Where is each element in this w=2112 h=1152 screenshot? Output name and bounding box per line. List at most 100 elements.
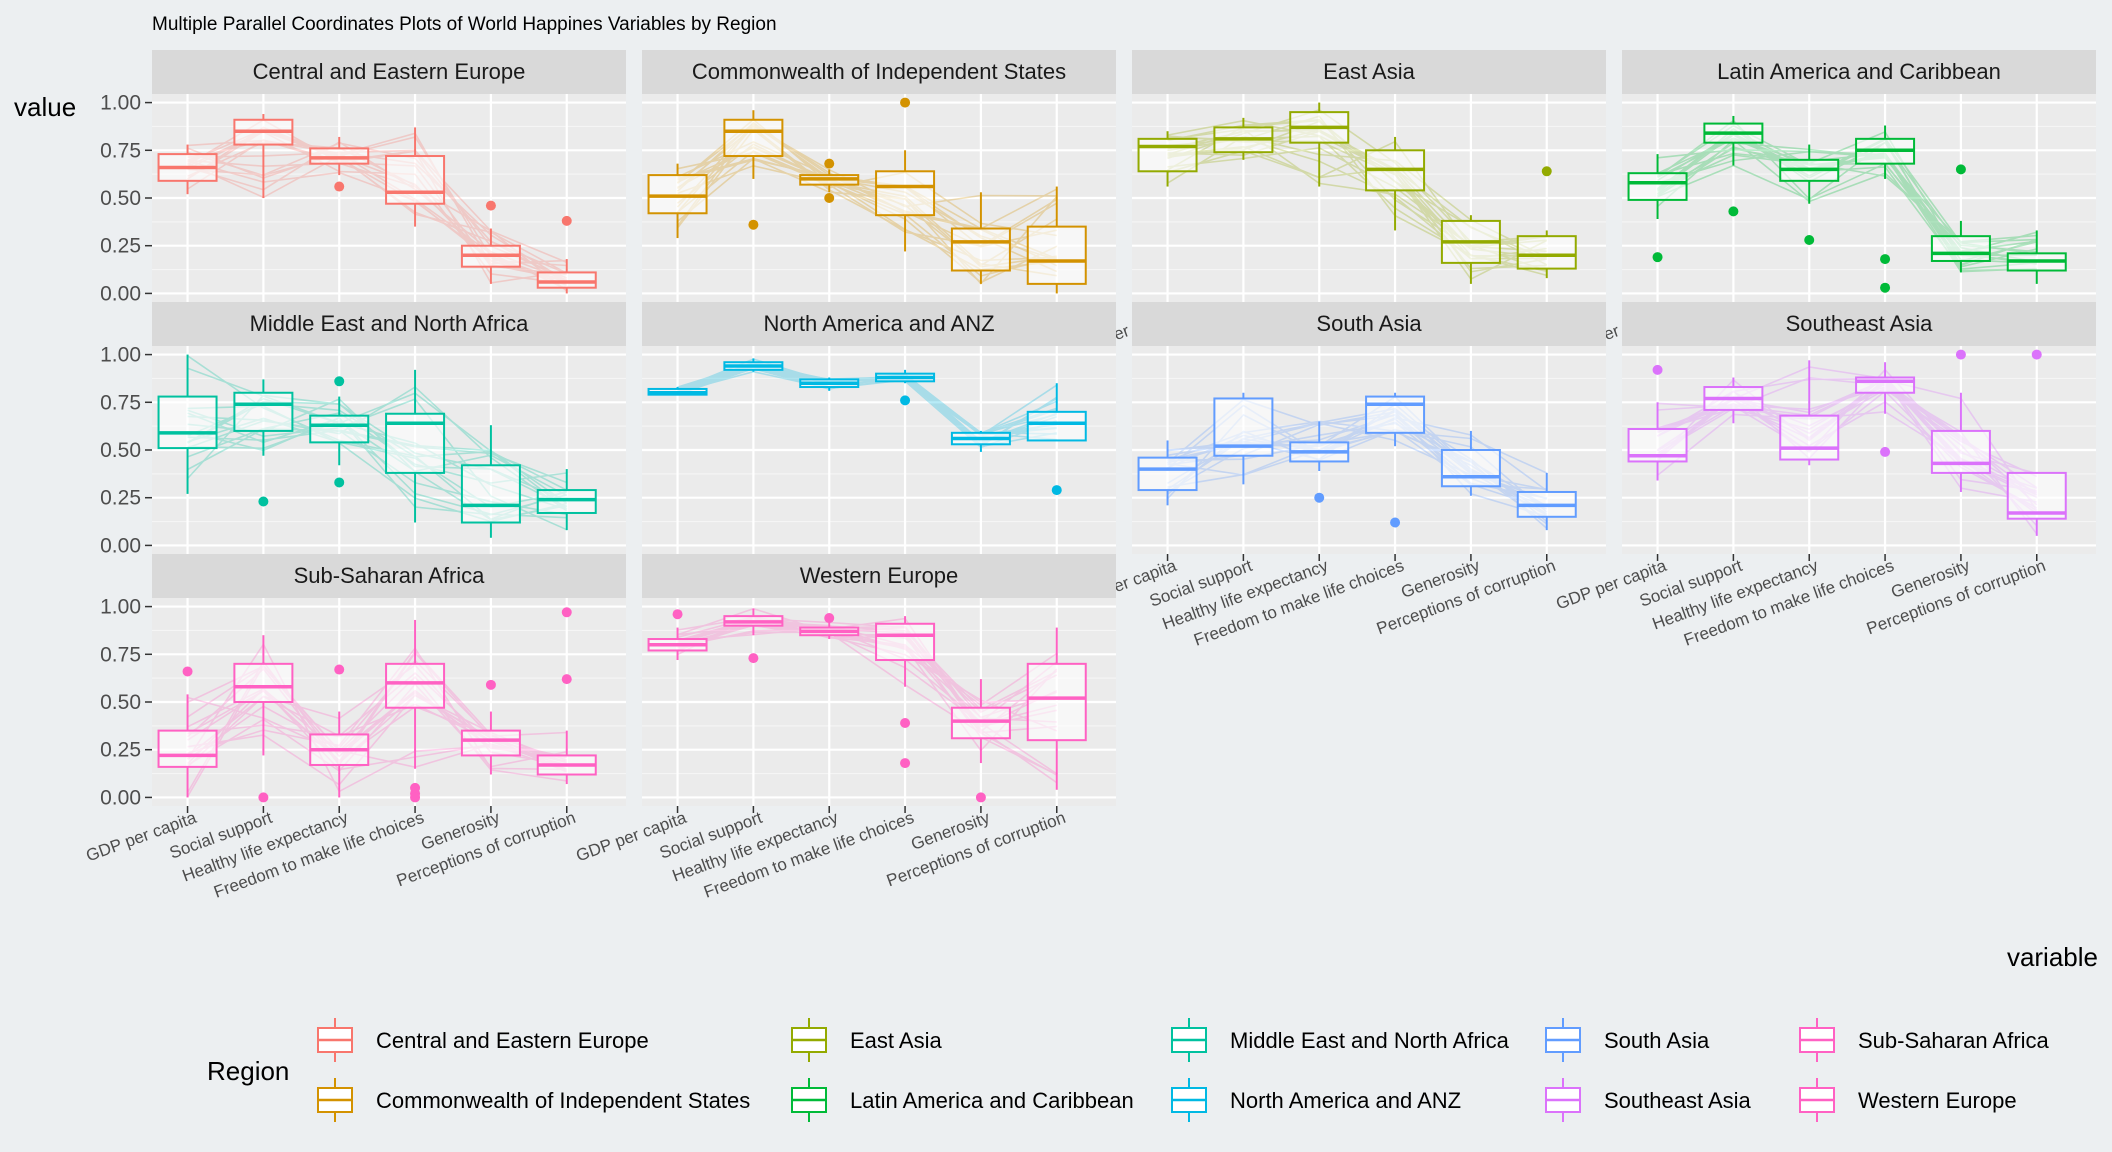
facet-strip (642, 302, 1116, 346)
legend-item-western-europe: Western Europe (1799, 1078, 2017, 1122)
x-axis-title: variable (2007, 942, 2098, 972)
box-healthy-life-expectancy (1289, 421, 1350, 503)
box-iqr (875, 622, 936, 662)
box-gdp-per-capita (647, 609, 708, 661)
box-generosity (1440, 430, 1501, 496)
box-generosity (950, 430, 1011, 452)
box-iqr (1026, 410, 1087, 442)
y-tick-label: 0.50 (100, 691, 141, 714)
facet-strip-label: Central and Eastern Europe (253, 59, 526, 84)
box-perceptions-of-corruption (2006, 230, 2067, 284)
box-healthy-life-expectancy (799, 613, 860, 640)
y-axis-title: value (14, 92, 76, 122)
outlier-point (672, 609, 683, 620)
box-iqr (1779, 414, 1840, 461)
parallel-line (187, 420, 568, 497)
panel-middle-east-and-north-africa: Middle East and North Africa 0.00 0.25 0.50… (100, 302, 626, 557)
y-tick-label: 0.00 (100, 786, 141, 809)
legend-item-middle-east-and-north-africa: Middle East and North Africa (1171, 1018, 1510, 1062)
y-tick-label: 1.00 (100, 596, 141, 619)
box-generosity (1930, 349, 1991, 492)
box-social-support (723, 110, 784, 230)
outlier-point (334, 664, 345, 675)
box-gdp-per-capita (157, 144, 218, 195)
parallel-line (1657, 133, 2037, 272)
box-iqr (2006, 471, 2067, 520)
outlier-point (824, 193, 835, 203)
box-iqr (1930, 235, 1991, 262)
box-freedom-to-make-life-choices (1365, 136, 1426, 231)
box-iqr (233, 662, 294, 703)
parallel-line (677, 626, 1058, 707)
facet-strip-label: Commonwealth of Independent States (692, 59, 1066, 84)
outlier-point (900, 97, 911, 108)
facet-strip-label: Western Europe (800, 563, 959, 588)
box-generosity (1930, 164, 1991, 273)
box-freedom-to-make-life-choices (1855, 362, 1916, 457)
parallel-line (1657, 377, 2037, 492)
facet-strip (1622, 50, 2096, 94)
outlier-point (485, 679, 496, 690)
box-iqr (385, 155, 446, 205)
parallel-line (1657, 148, 2037, 268)
parallel-lines (677, 607, 1058, 784)
box-generosity (950, 679, 1011, 803)
parallel-line (187, 147, 568, 282)
outlier-point (975, 792, 986, 803)
outlier-point (1880, 254, 1891, 265)
parallel-line (187, 646, 567, 771)
box-gdp-per-capita (157, 354, 218, 494)
box-social-support (233, 114, 294, 198)
box-iqr (309, 147, 370, 165)
facet-strip (152, 302, 626, 346)
outlier-point (561, 674, 572, 685)
outlier-point (900, 395, 911, 406)
facet-panels: Central and Eastern Europe 0.00 0.25 0.50 0.… (83, 50, 2096, 902)
outlier-point (1390, 517, 1401, 528)
y-tick-label: 0.25 (100, 739, 141, 762)
legend-item-south-asia: South Asia (1545, 1018, 1710, 1062)
box-freedom-to-make-life-choices (385, 369, 446, 523)
legend-label: Central and Eastern Europe (376, 1028, 649, 1053)
box-gdp-per-capita (647, 163, 708, 239)
legend-label: Sub-Saharan Africa (1858, 1028, 2050, 1053)
box-social-support (1703, 377, 1764, 424)
box-iqr (385, 662, 446, 709)
box-freedom-to-make-life-choices (1855, 125, 1916, 293)
box-healthy-life-expectancy (799, 158, 860, 203)
legend-label: East Asia (850, 1028, 942, 1053)
parallel-line (187, 159, 568, 292)
outlier-point (258, 792, 269, 803)
outlier-point (182, 666, 193, 677)
box-gdp-per-capita (1137, 131, 1198, 187)
box-gdp-per-capita (1137, 440, 1198, 506)
outlier-point (410, 792, 421, 803)
box-iqr (1930, 429, 1991, 474)
box-gdp-per-capita (647, 387, 708, 396)
box-iqr (950, 706, 1011, 740)
box-generosity (950, 192, 1011, 284)
facet-strip-label: South Asia (1316, 311, 1422, 336)
box-iqr (1137, 137, 1198, 173)
facet-strip (642, 50, 1116, 94)
box-iqr (1440, 449, 1501, 488)
legend: Region Central and Eastern Europe Commonw… (207, 1018, 2050, 1122)
legend-title: Region (207, 1056, 289, 1086)
box-freedom-to-make-life-choices (385, 619, 446, 803)
outlier-point (1728, 206, 1739, 217)
outlier-point (1880, 282, 1891, 293)
facet-strip-label: Southeast Asia (1786, 311, 1934, 336)
outlier-point (258, 496, 269, 507)
outlier-point (900, 758, 911, 769)
panel-north-america-and-anz: North America and ANZ (642, 302, 1116, 554)
box-iqr (950, 227, 1011, 272)
y-tick-label: 1.00 (100, 92, 141, 115)
box-generosity (460, 200, 521, 284)
outlier-point (334, 181, 345, 192)
outlier-point (1541, 166, 1552, 177)
box-iqr (723, 118, 784, 158)
y-tick-label: 0.75 (100, 643, 141, 666)
legend-label: Commonwealth of Independent States (376, 1088, 750, 1113)
parallel-line (187, 683, 567, 773)
